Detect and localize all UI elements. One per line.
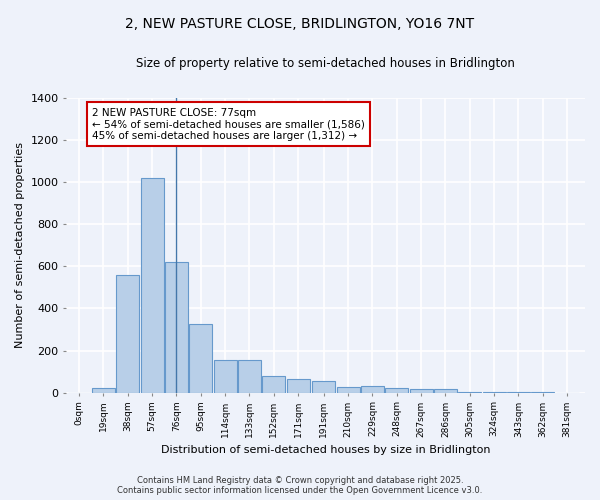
Y-axis label: Number of semi-detached properties: Number of semi-detached properties	[15, 142, 25, 348]
Bar	[214, 360, 236, 392]
Bar	[92, 388, 115, 392]
Bar	[287, 379, 310, 392]
Bar	[312, 381, 335, 392]
Bar	[189, 324, 212, 392]
Text: 2 NEW PASTURE CLOSE: 77sqm
← 54% of semi-detached houses are smaller (1,586)
45%: 2 NEW PASTURE CLOSE: 77sqm ← 54% of semi…	[92, 108, 365, 140]
Text: Contains HM Land Registry data © Crown copyright and database right 2025.
Contai: Contains HM Land Registry data © Crown c…	[118, 476, 482, 495]
Bar	[140, 178, 164, 392]
Bar	[337, 388, 359, 392]
Bar	[116, 275, 139, 392]
Bar	[262, 376, 286, 392]
Text: 2, NEW PASTURE CLOSE, BRIDLINGTON, YO16 7NT: 2, NEW PASTURE CLOSE, BRIDLINGTON, YO16 …	[125, 18, 475, 32]
X-axis label: Distribution of semi-detached houses by size in Bridlington: Distribution of semi-detached houses by …	[161, 445, 490, 455]
Bar	[410, 390, 433, 392]
Bar	[434, 390, 457, 392]
Title: Size of property relative to semi-detached houses in Bridlington: Size of property relative to semi-detach…	[136, 58, 515, 70]
Bar	[165, 262, 188, 392]
Bar	[238, 360, 261, 392]
Bar	[385, 388, 408, 392]
Bar	[361, 386, 384, 392]
